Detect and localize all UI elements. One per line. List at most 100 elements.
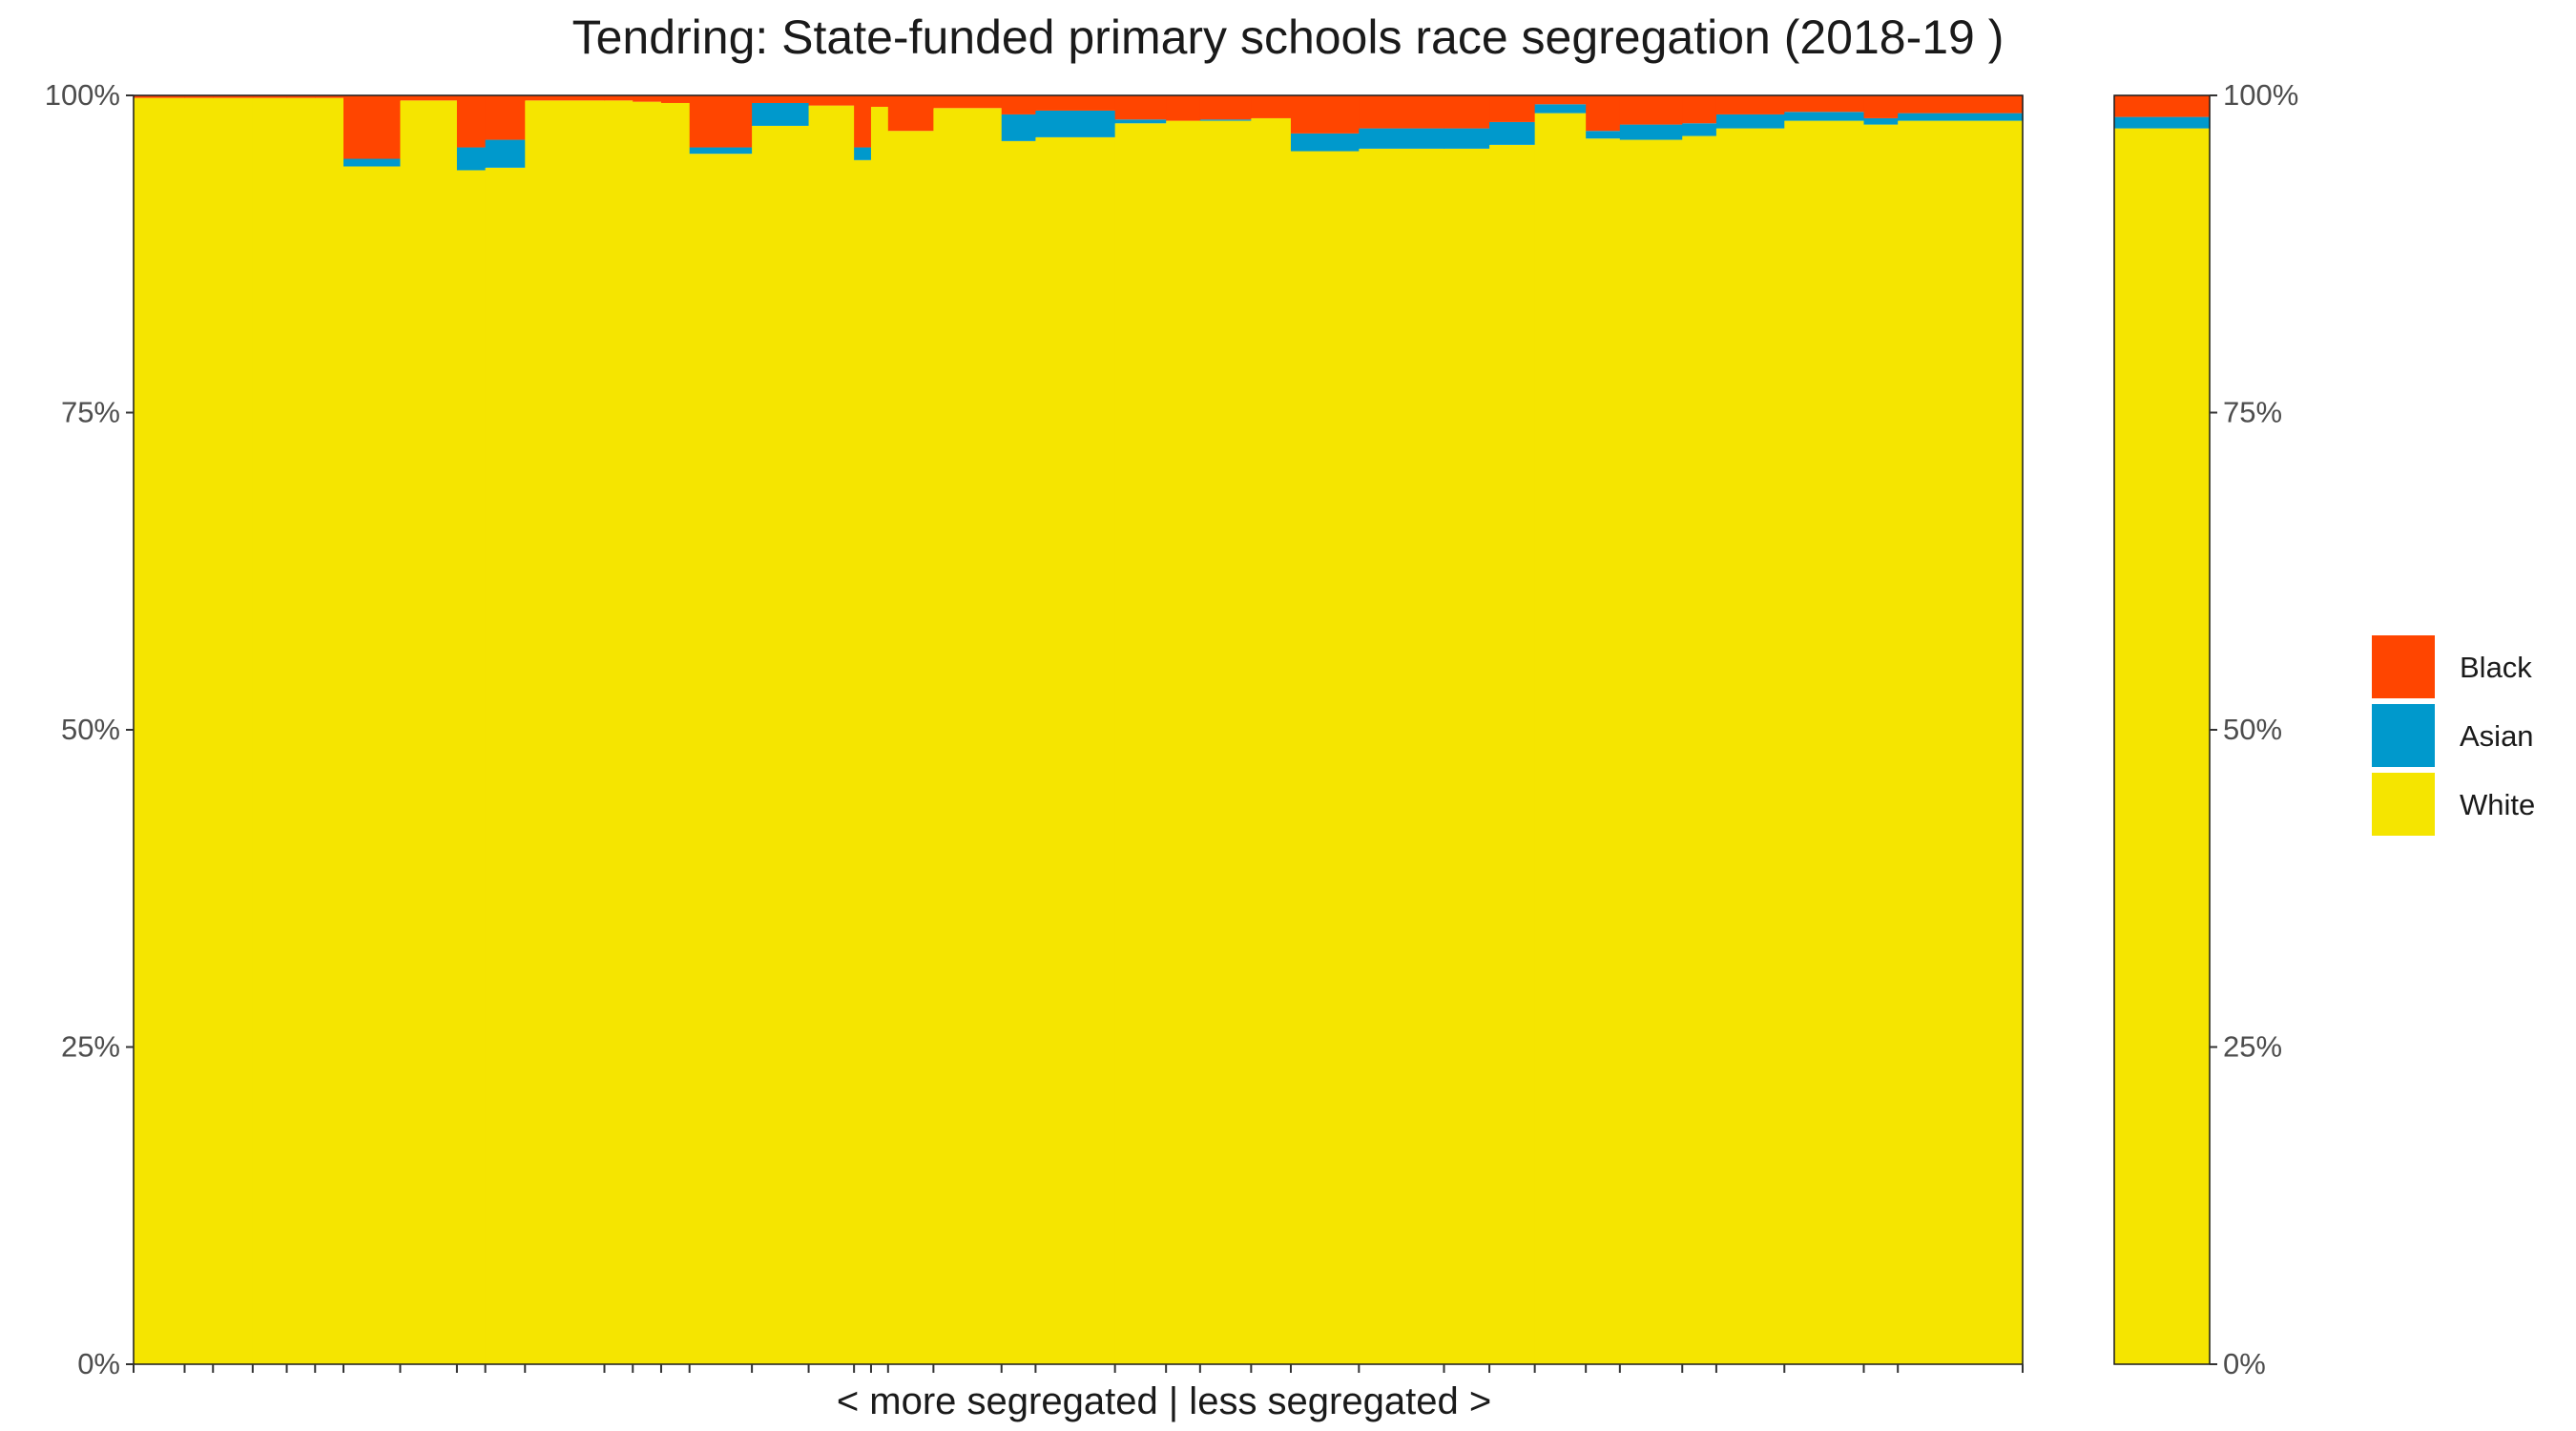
bar-overall-white [2114, 128, 2211, 1365]
bar-school-10-black [525, 95, 606, 101]
bar-school-18-white [870, 106, 889, 1365]
bar-school-15-asian [752, 102, 810, 126]
bar-school-30-black [1489, 95, 1536, 122]
bar-school-37-asian [1863, 117, 1899, 125]
legend: Black Asian White [2372, 635, 2535, 836]
bar-school-17-white [854, 159, 872, 1365]
bar-school-11-white [604, 100, 634, 1365]
bar-school-30-asian [1489, 121, 1536, 145]
bar-school-26-white [1251, 117, 1292, 1365]
bar-school-28-black [1359, 95, 1445, 129]
bar-school-25-white [1199, 120, 1252, 1365]
bar-school-28-white [1359, 148, 1445, 1365]
bar-school-3-black [252, 95, 288, 98]
bar-school-33-asian [1619, 124, 1683, 140]
bar-school-1-black [184, 95, 214, 98]
bar-school-19-black [887, 95, 934, 132]
y-tick-label-left: 100% [45, 78, 120, 112]
bar-school-14-black [689, 95, 753, 148]
legend-label-asian: Asian [2460, 719, 2534, 753]
bar-school-18-black [870, 95, 889, 107]
bar-school-16-black [808, 95, 855, 106]
legend-label-white: White [2460, 788, 2535, 821]
bar-school-36-black [1784, 95, 1865, 113]
bar-school-38-black [1898, 95, 2024, 114]
bar-school-14-asian [689, 147, 753, 155]
bar-school-21-white [1001, 140, 1037, 1364]
bar-school-14-white [689, 154, 753, 1365]
bar-school-23-black [1114, 95, 1167, 120]
bar-school-32-black [1586, 95, 1621, 132]
bar-school-34-black [1682, 95, 1717, 124]
bar-school-15-black [752, 95, 810, 103]
bar-school-2-black [213, 95, 254, 98]
bar-school-38-white [1898, 120, 2024, 1365]
x-axis-label: < more segregated | less segregated > [837, 1380, 1491, 1422]
bar-school-28-asian [1359, 128, 1445, 149]
bar-school-29-black [1444, 95, 1490, 129]
bar-school-1-white [184, 97, 214, 1364]
bar-school-23-asian [1114, 119, 1167, 124]
bar-school-13-white [660, 102, 691, 1365]
bar-school-6-asian [343, 158, 402, 167]
legend-swatch-black [2372, 635, 2435, 698]
bar-school-19-white [887, 131, 934, 1365]
bar-school-24-white [1166, 120, 1201, 1365]
x-axis-ticks [133, 1364, 2024, 1373]
bar-overall-asian [2114, 116, 2211, 129]
bar-school-37-black [1863, 95, 1899, 118]
bar-school-31-black [1534, 95, 1587, 105]
bar-school-9-white [485, 167, 526, 1364]
y-tick-label-left: 50% [61, 713, 120, 746]
bar-school-35-black [1715, 95, 1785, 114]
bar-school-12-black [633, 95, 662, 102]
bar-school-24-black [1166, 95, 1201, 121]
bar-school-17-asian [854, 147, 872, 160]
bar-overall-black [2114, 95, 2211, 117]
bar-school-33-black [1619, 95, 1683, 125]
bar-school-17-black [854, 95, 872, 148]
bar-school-31-asian [1534, 104, 1587, 114]
bar-school-9-black [485, 95, 526, 140]
bar-school-0-white [134, 97, 186, 1364]
bar-school-8-white [456, 170, 487, 1365]
bar-school-22-white [1035, 136, 1116, 1364]
bar-school-27-black [1290, 95, 1360, 134]
y-tick-label-left: 75% [61, 396, 120, 429]
bar-school-25-black [1199, 95, 1252, 120]
bar-school-27-white [1290, 151, 1360, 1364]
bar-school-35-asian [1715, 114, 1785, 129]
y-tick-label-right: 75% [2223, 396, 2282, 429]
bar-school-25-asian [1199, 119, 1252, 121]
bar-school-21-black [1001, 95, 1037, 114]
bar-school-10-white [525, 100, 606, 1365]
bar-school-20-black [933, 95, 1003, 109]
bar-school-29-asian [1444, 128, 1490, 149]
bar-school-37-white [1863, 124, 1899, 1365]
bar-school-26-black [1251, 95, 1292, 118]
bar-school-16-white [808, 105, 855, 1364]
y-tick-label-right: 0% [2223, 1347, 2266, 1380]
bar-school-38-asian [1898, 113, 2024, 121]
bar-school-23-white [1114, 123, 1167, 1364]
bar-school-3-white [252, 97, 288, 1364]
legend-label-black: Black [2460, 651, 2532, 684]
bar-school-5-white [315, 97, 344, 1364]
bar-school-32-white [1586, 138, 1621, 1365]
bar-school-29-white [1444, 148, 1490, 1365]
bar-school-22-asian [1035, 110, 1116, 137]
bar-school-2-white [213, 97, 254, 1364]
y-tick-label-right: 100% [2223, 78, 2298, 112]
bar-school-7-black [400, 95, 458, 101]
bar-school-7-white [400, 100, 458, 1365]
bar-school-4-black [286, 95, 316, 98]
y-tick-label-left: 25% [61, 1030, 120, 1064]
bar-school-22-black [1035, 95, 1116, 111]
bar-school-34-asian [1682, 123, 1717, 136]
bar-school-12-white [633, 101, 662, 1364]
bar-school-8-asian [456, 147, 487, 171]
bar-school-20-white [933, 108, 1003, 1364]
bar-school-11-black [604, 95, 634, 101]
bar-school-30-white [1489, 144, 1536, 1364]
chart-title: Tendring: State-funded primary schools r… [571, 10, 2005, 64]
